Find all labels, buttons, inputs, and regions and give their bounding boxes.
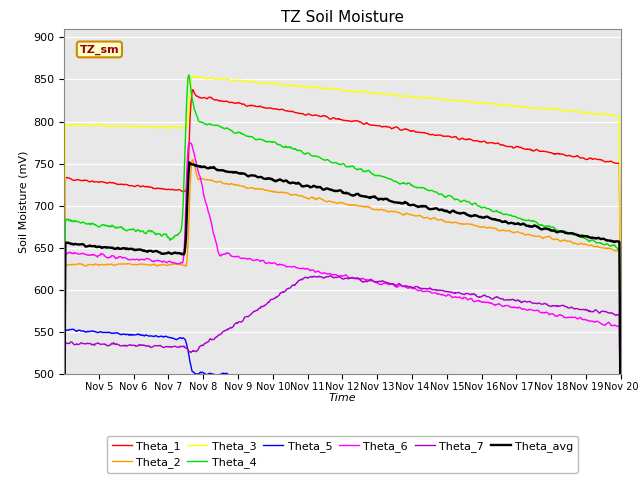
Line: Theta_3: Theta_3 bbox=[64, 76, 621, 393]
Theta_4 bbox=[94, 224, 102, 230]
Line: Theta_5: Theta_5 bbox=[64, 329, 621, 480]
Theta_1 bbox=[415, 129, 423, 135]
Theta_4 bbox=[415, 185, 423, 191]
X-axis label: Time: Time bbox=[328, 394, 356, 403]
Theta_4 bbox=[483, 206, 491, 212]
Theta_1 bbox=[94, 179, 102, 185]
Theta_avg bbox=[399, 200, 406, 206]
Theta_3 bbox=[94, 121, 102, 127]
Theta_6 bbox=[94, 253, 102, 259]
Theta_7 bbox=[384, 280, 392, 286]
Theta_5 bbox=[95, 329, 102, 335]
Line: Theta_2: Theta_2 bbox=[64, 160, 621, 477]
Theta_2 bbox=[60, 474, 68, 480]
Theta_avg bbox=[186, 159, 193, 165]
Theta_avg bbox=[483, 214, 491, 219]
Theta_avg bbox=[415, 204, 423, 210]
Y-axis label: Soil Moisture (mV): Soil Moisture (mV) bbox=[19, 150, 29, 253]
Theta_7 bbox=[415, 285, 423, 290]
Theta_7 bbox=[94, 340, 102, 346]
Theta_avg bbox=[617, 461, 625, 467]
Theta_2 bbox=[384, 209, 392, 215]
Theta_7 bbox=[399, 283, 406, 289]
Theta_4 bbox=[617, 465, 625, 471]
Theta_5 bbox=[415, 391, 423, 396]
Theta_avg bbox=[384, 197, 392, 203]
Theta_3 bbox=[415, 95, 423, 100]
Theta_4 bbox=[540, 223, 548, 229]
Theta_3 bbox=[384, 92, 392, 98]
Title: TZ Soil Moisture: TZ Soil Moisture bbox=[281, 10, 404, 25]
Theta_1 bbox=[60, 422, 68, 428]
Theta_3 bbox=[540, 105, 548, 111]
Theta_3 bbox=[60, 390, 68, 396]
Theta_1 bbox=[540, 148, 548, 154]
Theta_4 bbox=[384, 176, 392, 181]
Line: Theta_1: Theta_1 bbox=[64, 90, 621, 425]
Line: Theta_7: Theta_7 bbox=[64, 276, 621, 480]
Theta_5 bbox=[384, 386, 392, 392]
Theta_6 bbox=[186, 140, 193, 145]
Theta_3 bbox=[191, 73, 198, 79]
Theta_4 bbox=[60, 448, 68, 454]
Theta_5 bbox=[399, 387, 406, 393]
Theta_avg bbox=[94, 244, 102, 250]
Theta_4 bbox=[399, 180, 406, 186]
Theta_2 bbox=[540, 235, 548, 240]
Theta_1 bbox=[384, 124, 392, 130]
Text: TZ_sm: TZ_sm bbox=[79, 44, 119, 55]
Theta_1 bbox=[483, 140, 491, 145]
Theta_7 bbox=[327, 273, 335, 279]
Line: Theta_4: Theta_4 bbox=[64, 75, 621, 468]
Theta_2 bbox=[483, 225, 491, 231]
Theta_1 bbox=[189, 87, 196, 93]
Theta_2 bbox=[617, 466, 625, 471]
Theta_7 bbox=[540, 300, 548, 306]
Theta_6 bbox=[540, 310, 548, 315]
Theta_6 bbox=[60, 467, 68, 473]
Theta_3 bbox=[399, 94, 406, 99]
Theta_2 bbox=[188, 157, 196, 163]
Theta_avg bbox=[60, 461, 68, 467]
Theta_3 bbox=[483, 100, 491, 106]
Theta_1 bbox=[617, 413, 625, 419]
Theta_5 bbox=[540, 401, 548, 407]
Theta_7 bbox=[483, 294, 491, 300]
Line: Theta_6: Theta_6 bbox=[64, 143, 621, 480]
Theta_6 bbox=[415, 288, 423, 293]
Theta_avg bbox=[540, 226, 548, 231]
Theta_2 bbox=[399, 212, 406, 217]
Theta_2 bbox=[415, 213, 423, 218]
Theta_5 bbox=[483, 396, 491, 402]
Legend: Theta_1, Theta_2, Theta_3, Theta_4, Theta_5, Theta_6, Theta_7, Theta_avg: Theta_1, Theta_2, Theta_3, Theta_4, Thet… bbox=[107, 436, 578, 472]
Theta_5 bbox=[69, 326, 77, 332]
Theta_6 bbox=[399, 284, 406, 289]
Theta_1 bbox=[399, 127, 406, 133]
Theta_2 bbox=[94, 262, 102, 268]
Theta_6 bbox=[384, 281, 392, 287]
Theta_4 bbox=[185, 72, 193, 78]
Theta_6 bbox=[483, 299, 491, 305]
Line: Theta_avg: Theta_avg bbox=[64, 162, 621, 464]
Theta_3 bbox=[617, 385, 625, 391]
